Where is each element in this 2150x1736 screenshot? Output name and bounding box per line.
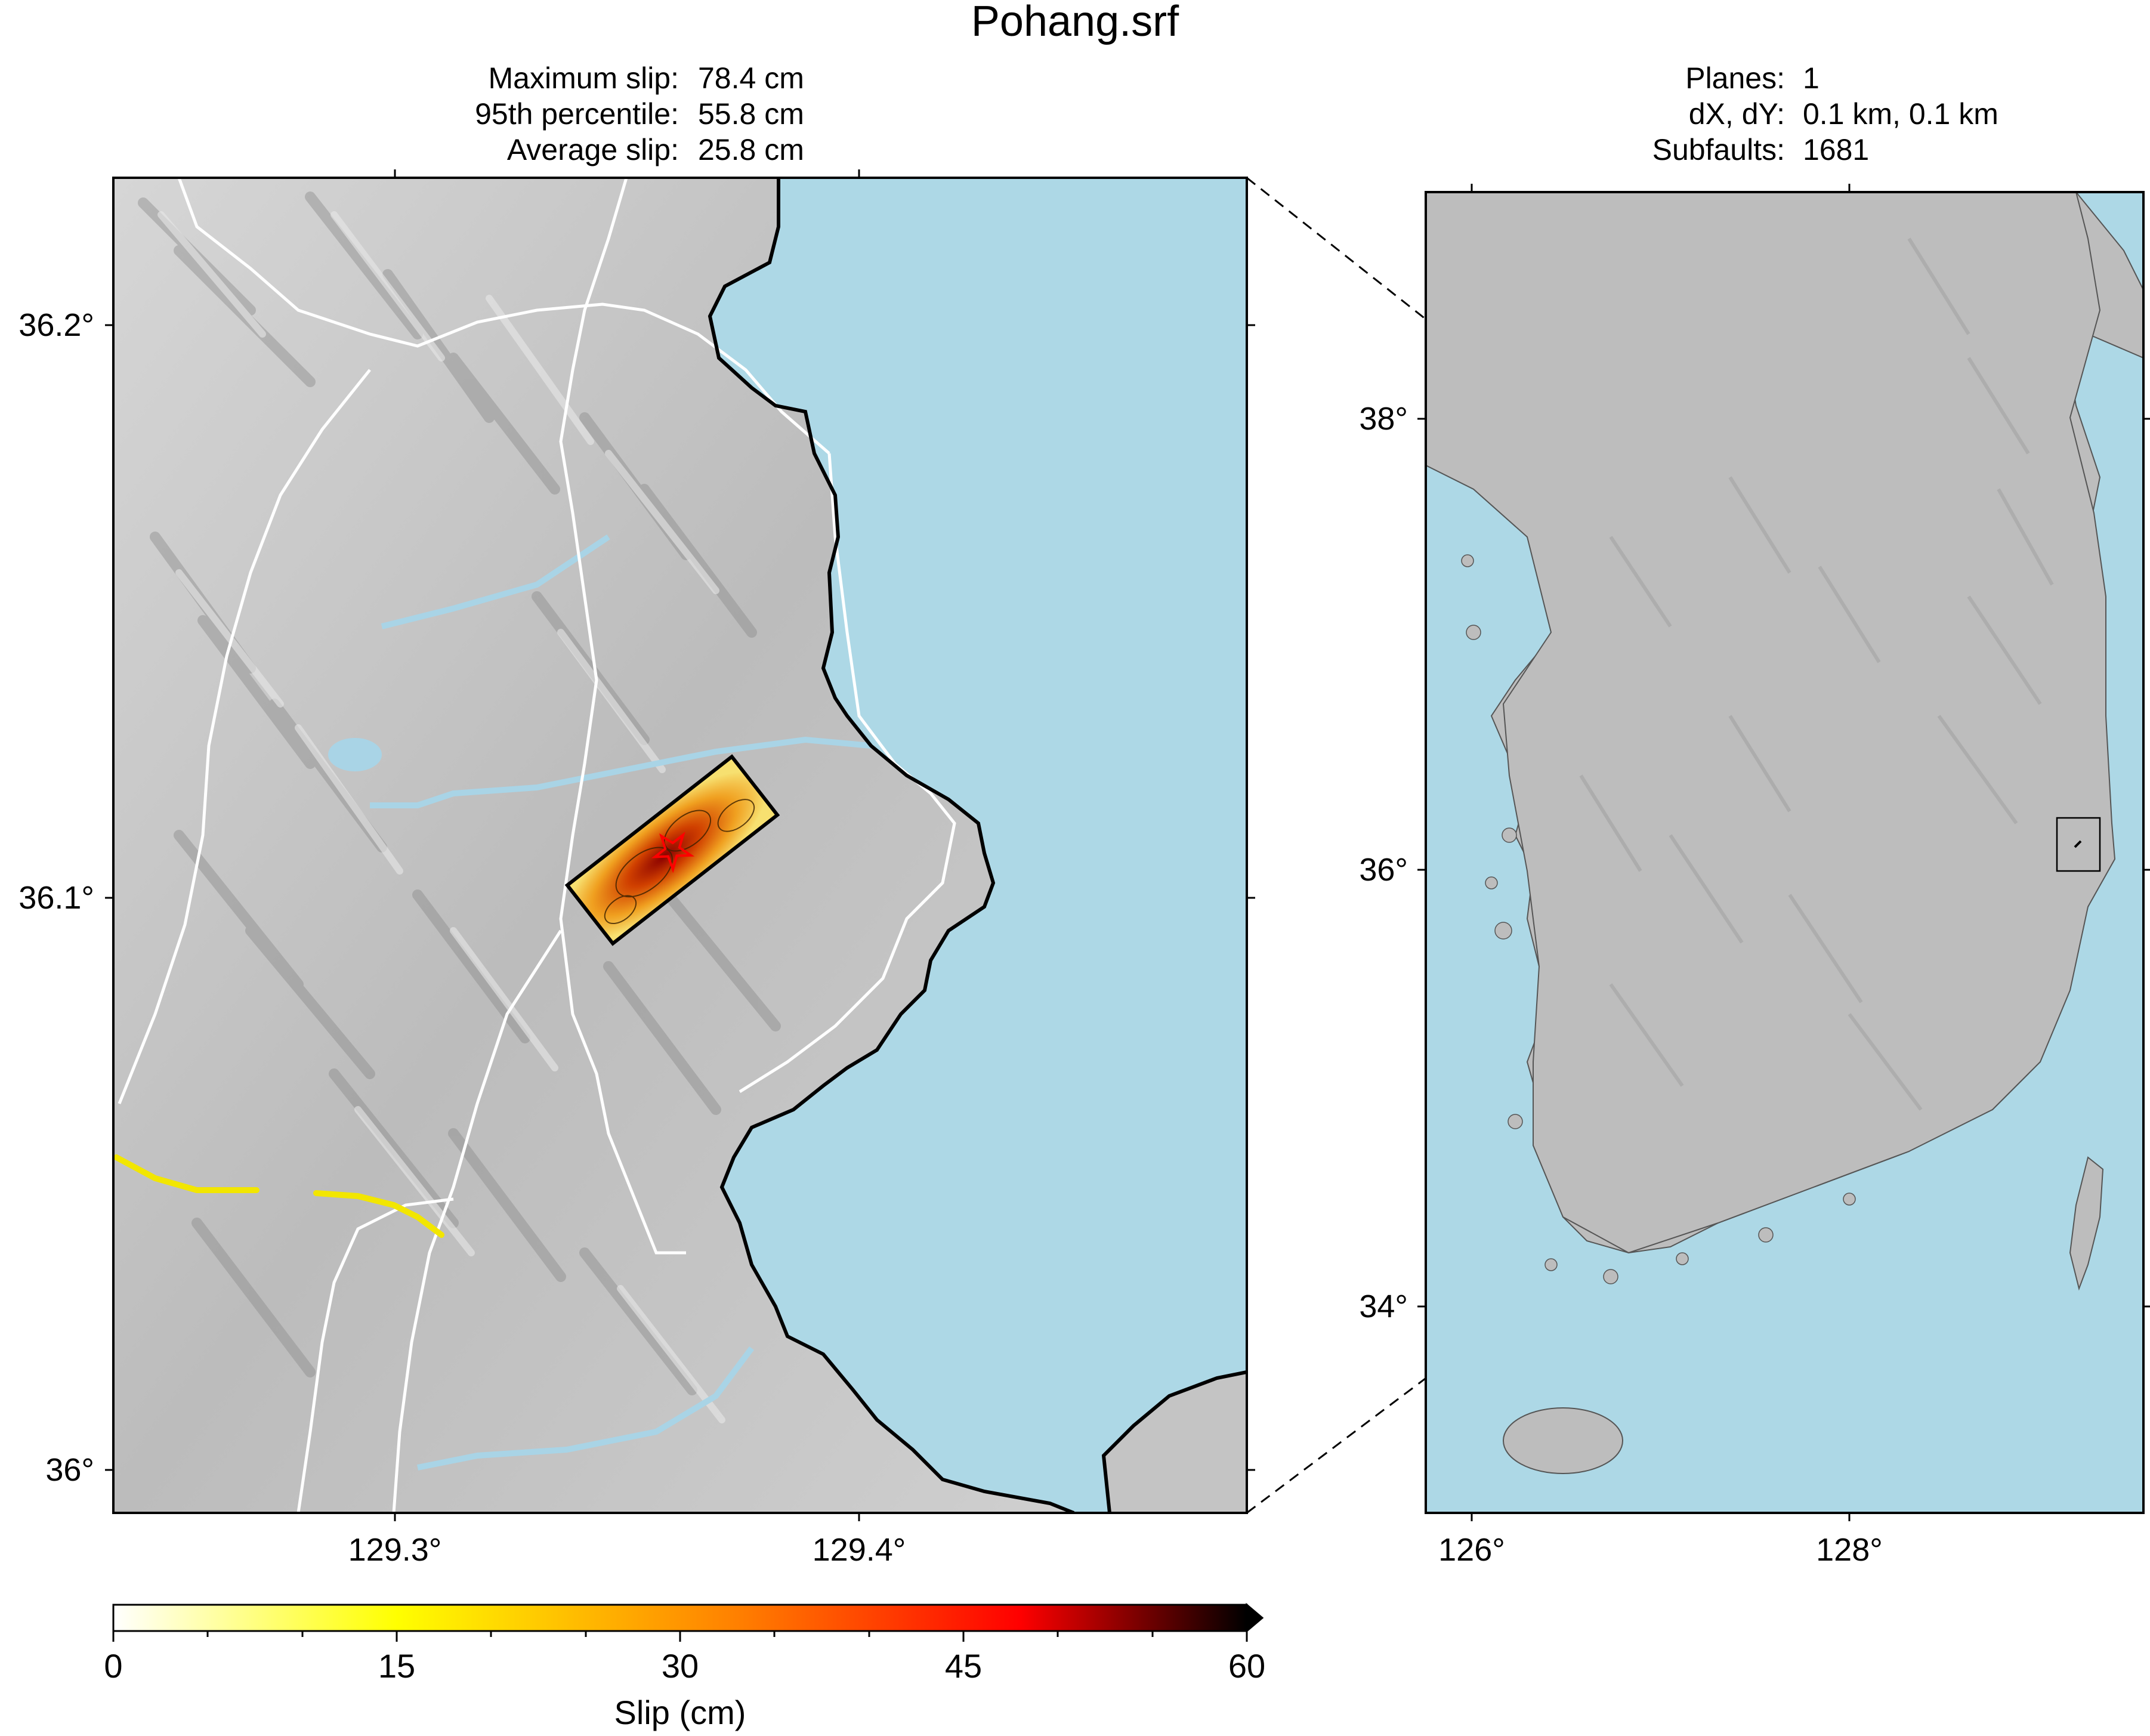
detail-map-ticks [105, 169, 1255, 1521]
overview-map-islands [1461, 554, 1856, 1284]
overview-lat-tick-34: 34° [1359, 1289, 1408, 1324]
stat-label-max-slip: Maximum slip: [489, 61, 679, 95]
info-label-dxdy: dX, dY: [1689, 97, 1785, 131]
overview-map-frame [1425, 191, 2145, 1514]
info-value-planes: 1 [1803, 61, 1820, 95]
colorbar-overflow-triangle [1246, 1602, 1264, 1633]
detail-map-coastline [708, 178, 1075, 1513]
info-value-subfaults: 1681 [1803, 133, 1869, 166]
colorbar-gradient [112, 1604, 1248, 1632]
slip-statistics: Maximum slip: 78.4 cm 95th percentile: 5… [475, 61, 804, 166]
colorbar-label: Slip (cm) [614, 1694, 746, 1731]
detail-map-frame [112, 177, 1248, 1514]
slip-colorbar: 0 15 30 45 60 Slip (cm) [104, 1602, 1265, 1731]
colorbar-tick-30: 30 [662, 1647, 699, 1685]
reservoir [328, 738, 382, 771]
figure-title: Pohang.srf [971, 0, 1179, 45]
detail-lat-tick-36-2: 36.2° [18, 307, 94, 343]
detail-lon-tick-129-3: 129.3° [348, 1532, 442, 1568]
stat-label-avg-slip: Average slip: [507, 133, 679, 166]
colorbar-ticks [112, 1631, 1248, 1642]
colorbar-tick-60: 60 [1228, 1647, 1265, 1685]
detail-map-land-se [1104, 1372, 1247, 1513]
detail-map[interactable]: 36.2° 36.1° 36° 129.3° 129.4° [18, 169, 1255, 1568]
detail-lat-tick-36-1: 36.1° [18, 880, 94, 916]
overview-lon-tick-126: 126° [1438, 1532, 1505, 1568]
overview-map-north-land [1426, 192, 2116, 1254]
stat-value-95th: 55.8 cm [698, 97, 804, 131]
colorbar-tick-15: 15 [378, 1647, 415, 1685]
info-value-dxdy: 0.1 km, 0.1 km [1803, 97, 1998, 131]
overview-fault-mark [2074, 840, 2082, 848]
overview-map-ticks [1417, 184, 2150, 1521]
colorbar-tick-45: 45 [945, 1647, 982, 1685]
colorbar-tick-0: 0 [104, 1647, 122, 1685]
jeju-island [1503, 1407, 1623, 1474]
detail-lon-tick-129-4: 129.4° [813, 1532, 906, 1568]
overview-map-relief [1579, 237, 2054, 1111]
stat-label-95th: 95th percentile: [475, 97, 679, 131]
detail-map-roads [118, 178, 956, 1513]
detail-lat-tick-36-0: 36° [45, 1452, 94, 1488]
overview-lat-tick-38: 38° [1359, 401, 1408, 437]
fault-slip-patch[interactable] [564, 754, 780, 946]
overview-lat-tick-36: 36° [1359, 852, 1408, 888]
detail-map-relief-light [157, 211, 725, 1423]
info-label-planes: Planes: [1685, 61, 1785, 95]
stat-value-avg-slip: 25.8 cm [698, 133, 804, 166]
tsushima-island [2069, 1156, 2104, 1291]
overview-map[interactable]: 38° 36° 34° 126° 128° [1359, 184, 2150, 1568]
epicenter-star-icon [651, 832, 695, 873]
detail-map-coastline-se [1101, 1370, 1247, 1513]
overview-lon-tick-128: 128° [1816, 1532, 1883, 1568]
detail-map-highway [113, 1154, 444, 1238]
stat-value-max-slip: 78.4 cm [698, 61, 804, 95]
fault-geometry-info: Planes: 1 dX, dY: 0.1 km, 0.1 km Subfaul… [1652, 61, 1998, 166]
info-label-subfaults: Subfaults: [1652, 133, 1785, 166]
overview-inset-box[interactable] [2056, 817, 2101, 872]
